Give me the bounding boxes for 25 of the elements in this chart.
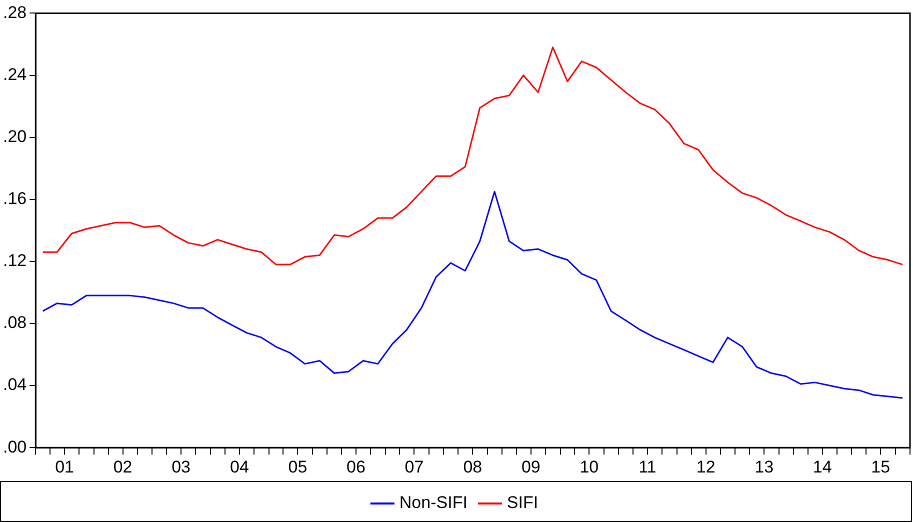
x-tick-label: 15 xyxy=(871,457,890,476)
x-tick-label: 14 xyxy=(812,457,832,476)
x-tick-label: 01 xyxy=(55,457,74,476)
y-tick-label: .00 xyxy=(2,437,27,456)
legend-label: Non-SIFI xyxy=(399,493,468,512)
y-tick-label: .04 xyxy=(2,375,27,394)
x-tick-label: 12 xyxy=(696,457,716,476)
x-tick-label: 09 xyxy=(521,457,540,476)
y-tick-label: .28 xyxy=(2,2,27,22)
x-tick-label: 03 xyxy=(172,457,190,476)
y-tick-label: .24 xyxy=(2,64,27,84)
x-tick-label: 07 xyxy=(404,457,424,476)
x-tick-label: 13 xyxy=(754,457,774,476)
y-tick-label: .08 xyxy=(2,313,27,332)
x-tick-label: 11 xyxy=(638,457,656,476)
y-tick-label: .12 xyxy=(2,251,27,270)
x-tick-label: 10 xyxy=(580,457,599,476)
y-tick-label: .16 xyxy=(2,189,27,208)
x-tick-label: 05 xyxy=(288,457,308,476)
y-tick-label: .20 xyxy=(2,127,27,146)
legend-label: SIFI xyxy=(506,493,538,512)
x-tick-label: 08 xyxy=(463,457,482,476)
x-tick-label: 04 xyxy=(230,457,249,476)
x-tick-label: 06 xyxy=(346,457,366,476)
x-tick-label: 02 xyxy=(113,457,132,476)
